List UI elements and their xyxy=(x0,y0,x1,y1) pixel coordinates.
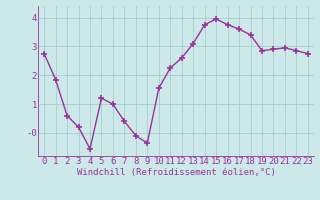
X-axis label: Windchill (Refroidissement éolien,°C): Windchill (Refroidissement éolien,°C) xyxy=(76,168,276,177)
